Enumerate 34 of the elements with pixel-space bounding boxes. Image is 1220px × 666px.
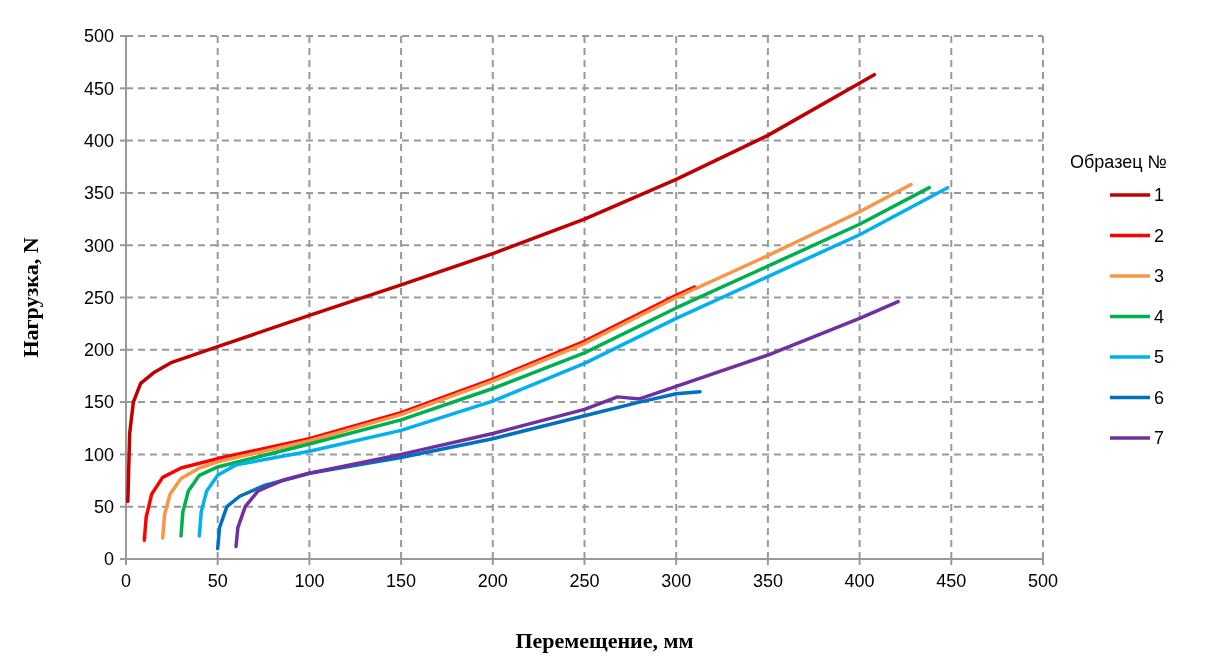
x-tick-label: 500 (1027, 571, 1059, 591)
x-tick-label: 200 (477, 571, 508, 591)
y-tick-label: 350 (83, 183, 114, 204)
y-tick-label: 300 (83, 235, 114, 256)
x-tick-label: 300 (661, 571, 692, 591)
legend-label: 3 (1154, 266, 1165, 287)
y-tick-label: 450 (83, 78, 114, 99)
y-tick-label: 200 (83, 340, 114, 361)
x-tick-label: 450 (936, 571, 967, 591)
y-tick-label: 400 (83, 130, 114, 151)
legend-title: Образец № (1070, 152, 1167, 172)
legend-label: 1 (1154, 185, 1165, 206)
x-axis-title: Перемещение, мм (515, 628, 694, 653)
y-tick-label: 500 (83, 26, 114, 47)
y-tick-label: 0 (103, 549, 114, 570)
x-tick-label: 100 (294, 571, 325, 591)
legend-label: 2 (1154, 225, 1165, 246)
line-series (126, 72, 877, 504)
y-tick-label: 50 (93, 497, 114, 517)
y-tick-label: 150 (83, 392, 114, 413)
legend-label: 7 (1154, 428, 1165, 449)
x-tick-label: 350 (752, 571, 783, 591)
x-tick-label: 150 (386, 571, 417, 591)
legend-label: 6 (1154, 387, 1165, 408)
y-tick-label: 100 (83, 444, 114, 465)
legend-label: 5 (1154, 347, 1165, 368)
x-tick-label: 0 (120, 571, 132, 591)
legend-label: 4 (1154, 306, 1165, 327)
x-tick-label: 250 (569, 571, 600, 591)
line-series (234, 299, 900, 549)
x-tick-label: 50 (207, 571, 228, 591)
y-tick-label: 250 (83, 287, 114, 308)
x-tick-label: 400 (844, 571, 875, 591)
y-axis-title: Нагрузка, N (18, 237, 43, 358)
